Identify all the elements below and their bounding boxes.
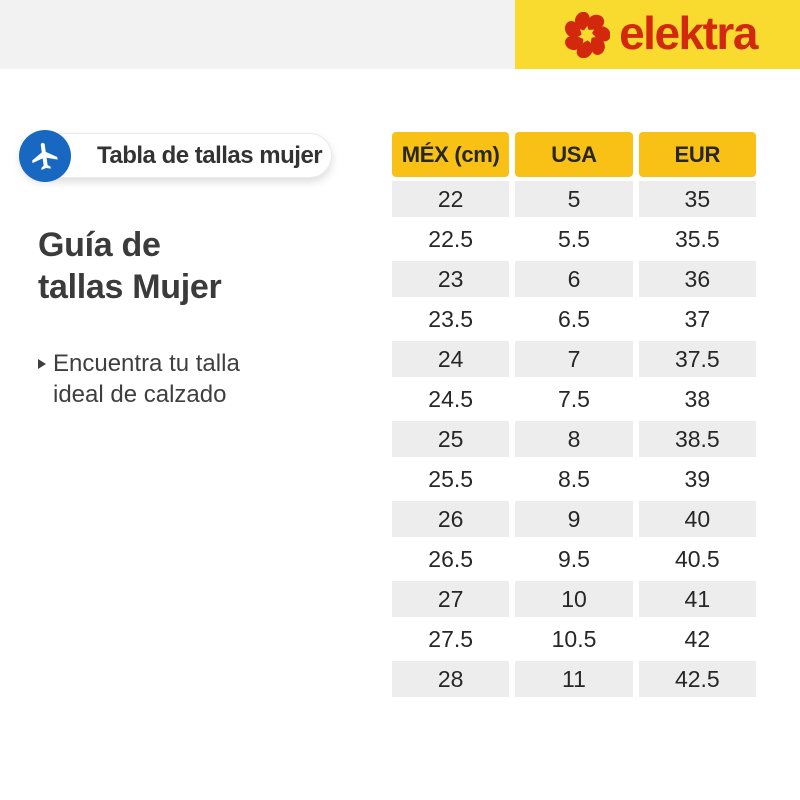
- size-cell: 7.5: [515, 381, 633, 417]
- size-cell: 9.5: [515, 541, 633, 577]
- size-cell: 27: [392, 581, 510, 617]
- bullet-item: Encuentra tu talla ideal de calzado: [38, 349, 240, 411]
- table-row: 22 5 35: [392, 181, 756, 217]
- size-table-header: MÉX (cm) USA EUR: [392, 132, 756, 177]
- elektra-pinwheel-icon: [564, 11, 611, 58]
- size-cell: 37: [638, 301, 756, 337]
- size-cell: 9: [515, 501, 633, 537]
- page-title-line2: tallas Mujer: [38, 268, 222, 307]
- table-row: 25 8 38.5: [392, 421, 756, 457]
- bullet-text-line1: Encuentra tu talla: [53, 350, 240, 377]
- airplane-icon: [32, 142, 58, 170]
- page-title-line1: Guía de: [38, 226, 161, 264]
- size-cell: 5.5: [515, 221, 633, 257]
- size-table-body: 22 5 35 22.5 5.5 35.5 23 6 36 23.5 6.5 37 24 7 37.5 24.…: [392, 181, 756, 697]
- bullet-text: Encuentra tu talla ideal de calzado: [53, 349, 240, 411]
- size-cell: 42: [638, 621, 756, 657]
- table-row: 24 7 37.5: [392, 341, 756, 377]
- column-header-usa: USA: [515, 132, 633, 177]
- table-row: 26.5 9.5 40.5: [392, 541, 756, 577]
- size-cell: 36: [638, 261, 756, 297]
- table-row: 24.5 7.5 38: [392, 381, 756, 417]
- header-row: MÉX (cm) USA EUR: [392, 132, 756, 177]
- size-cell: 5: [515, 181, 633, 217]
- column-header-mex: MÉX (cm): [392, 132, 510, 177]
- table-row: 26 9 40: [392, 501, 756, 537]
- size-cell: 25: [392, 421, 510, 457]
- size-cell: 22.5: [392, 221, 510, 257]
- size-cell: 11: [515, 661, 633, 697]
- size-cell: 10.5: [515, 621, 633, 657]
- size-cell: 6.5: [515, 301, 633, 337]
- top-band-yellow: elektra: [515, 0, 800, 69]
- size-cell: 8: [515, 421, 633, 457]
- size-cell: 27.5: [392, 621, 510, 657]
- bullet-text-line2: ideal de calzado: [53, 380, 227, 408]
- size-cell: 35.5: [638, 221, 756, 257]
- column-header-eur: EUR: [638, 132, 756, 177]
- table-row: 27 10 41: [392, 581, 756, 617]
- size-cell: 10: [515, 581, 633, 617]
- brand-wordmark: elektra: [619, 6, 758, 59]
- size-cell: 28: [392, 661, 510, 697]
- table-row: 23.5 6.5 37: [392, 301, 756, 337]
- size-cell: 24: [392, 341, 510, 377]
- size-cell: 23.5: [392, 301, 510, 337]
- table-row: 23 6 36: [392, 261, 756, 297]
- size-cell: 41: [638, 581, 756, 617]
- size-cell: 39: [638, 461, 756, 497]
- size-cell: 40.5: [638, 541, 756, 577]
- table-row: 22.5 5.5 35.5: [392, 221, 756, 257]
- size-cell: 26.5: [392, 541, 510, 577]
- bullet-triangle-icon: [38, 359, 46, 369]
- page-title: Guía de tallas Mujer: [38, 224, 222, 308]
- top-band-gray: [0, 0, 515, 69]
- size-cell: 25.5: [392, 461, 510, 497]
- size-cell: 37.5: [638, 341, 756, 377]
- size-cell: 26: [392, 501, 510, 537]
- size-cell: 24.5: [392, 381, 510, 417]
- table-row: 25.5 8.5 39: [392, 461, 756, 497]
- size-cell: 40: [638, 501, 756, 537]
- table-row: 27.5 10.5 42: [392, 621, 756, 657]
- size-cell: 22: [392, 181, 510, 217]
- top-band: elektra: [0, 0, 800, 69]
- size-cell: 23: [392, 261, 510, 297]
- size-cell: 7: [515, 341, 633, 377]
- size-cell: 8.5: [515, 461, 633, 497]
- size-table: MÉX (cm) USA EUR 22 5 35 22.5 5.5 35.5 23 6 36 23…: [386, 128, 762, 701]
- airplane-icon-circle: [19, 130, 71, 182]
- size-cell: 35: [638, 181, 756, 217]
- size-cell: 6: [515, 261, 633, 297]
- table-row: 28 11 42.5: [392, 661, 756, 697]
- size-cell: 42.5: [638, 661, 756, 697]
- size-cell: 38.5: [638, 421, 756, 457]
- size-cell: 38: [638, 381, 756, 417]
- size-chart-badge: Tabla de tallas mujer: [19, 130, 332, 182]
- badge-label: Tabla de tallas mujer: [97, 141, 323, 169]
